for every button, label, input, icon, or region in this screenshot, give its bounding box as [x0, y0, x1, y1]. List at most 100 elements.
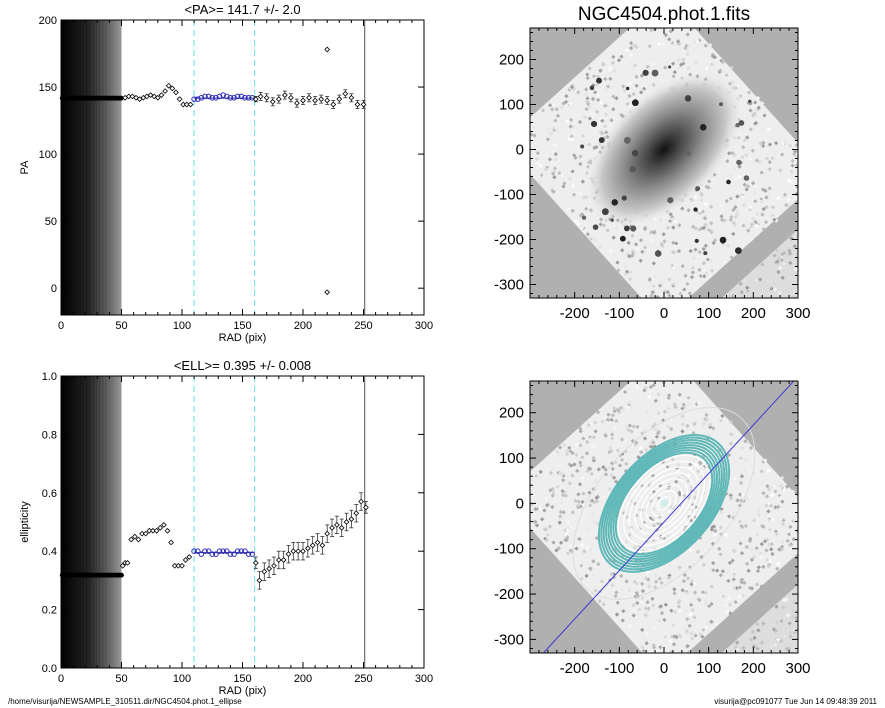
noise-pixel [638, 90, 644, 95]
noise-pixel [708, 422, 713, 427]
x-tick-label: 200 [294, 673, 312, 685]
noise-pixel [673, 405, 678, 410]
noise-pixel [713, 238, 718, 243]
noise-pixel [745, 115, 750, 120]
noise-pixel [593, 420, 598, 425]
noise-pixel [580, 179, 586, 184]
noise-pixel [773, 140, 779, 146]
noise-pixel [620, 618, 625, 623]
noise-pixel [567, 445, 572, 450]
star-source [598, 137, 605, 144]
noise-pixel [786, 197, 791, 202]
noise-pixel [658, 623, 663, 629]
star-source [668, 65, 672, 69]
data-point [119, 572, 124, 578]
star-source [629, 165, 637, 173]
data-point [266, 565, 272, 572]
noise-pixel [757, 331, 761, 335]
noise-pixel [726, 243, 731, 248]
contour-fit [612, 449, 716, 558]
x-tick-label: 200 [741, 305, 766, 322]
star-source [596, 77, 602, 84]
noise-pixel [670, 216, 675, 221]
noise-pixel [568, 524, 574, 530]
noise-pixel [781, 141, 786, 146]
noise-pixel [769, 315, 773, 319]
star-source [611, 199, 618, 206]
noise-pixel [663, 32, 668, 38]
noise-pixel [711, 561, 716, 566]
noise-pixel [549, 131, 554, 136]
noise-pixel [808, 184, 812, 188]
noise-pixel [645, 600, 650, 605]
noise-pixel [791, 608, 796, 614]
noise-pixel [634, 74, 639, 79]
data-point [294, 100, 300, 107]
data-point-fit [198, 94, 205, 101]
noise-pixel [692, 615, 697, 620]
noise-pixel [711, 177, 716, 182]
noise-pixel [707, 604, 712, 609]
noise-pixel [760, 101, 765, 106]
noise-pixel [651, 82, 656, 88]
noise-pixel [758, 141, 763, 146]
noise-pixel [809, 257, 813, 261]
noise-pixel [753, 114, 759, 119]
star-source [631, 149, 639, 157]
data-point-fit [242, 548, 248, 555]
noise-pixel [713, 428, 718, 433]
data-point [128, 536, 135, 543]
noise-pixel [624, 461, 629, 466]
noise-pixel [651, 61, 656, 66]
noise-pixel [638, 238, 644, 243]
noise-pixel [607, 486, 612, 492]
noise-pixel [574, 442, 579, 448]
noise-pixel [695, 254, 701, 259]
star-source [719, 236, 727, 244]
x-tick-label: 200 [294, 320, 312, 332]
noise-pixel [672, 609, 678, 614]
noise-pixel [610, 466, 615, 472]
noise-pixel [655, 294, 660, 298]
noise-pixel [776, 504, 781, 509]
noise-pixel [749, 557, 754, 563]
noise-pixel [626, 240, 631, 245]
y-tick-label: -300 [494, 631, 524, 648]
data-point [288, 94, 294, 101]
noise-pixel [645, 570, 650, 575]
noise-pixel [774, 531, 779, 536]
noise-pixel [565, 528, 570, 533]
noise-pixel [574, 452, 579, 458]
noise-pixel [745, 135, 750, 140]
noise-pixel [587, 434, 593, 440]
noise-pixel [568, 487, 574, 492]
noise-pixel [588, 503, 593, 508]
noise-pixel [551, 490, 556, 495]
data-point [162, 88, 168, 94]
field-strip [708, 571, 798, 653]
star-source [684, 95, 692, 102]
noise-pixel [633, 44, 638, 49]
noise-pixel [749, 327, 753, 331]
noise-pixel [741, 593, 746, 598]
noise-pixel [693, 247, 698, 252]
noise-pixel [786, 203, 791, 208]
contour-fit [602, 439, 726, 568]
noise-pixel [600, 118, 605, 123]
noise-pixel [737, 594, 742, 599]
noise-pixel [582, 229, 587, 234]
noise-pixel [619, 457, 625, 462]
noise-pixel [598, 130, 603, 135]
noise-pixel [669, 634, 675, 639]
star-source [736, 159, 742, 166]
noise-pixel [621, 84, 626, 89]
data-point [169, 85, 176, 92]
noise-pixel [802, 522, 806, 526]
noise-pixel [619, 54, 624, 59]
noise-pixel [550, 504, 555, 510]
data-point-fit [209, 551, 216, 557]
noise-pixel [725, 159, 730, 164]
noise-pixel [604, 112, 609, 117]
noise-pixel [590, 512, 595, 517]
contour-fit [614, 451, 714, 556]
